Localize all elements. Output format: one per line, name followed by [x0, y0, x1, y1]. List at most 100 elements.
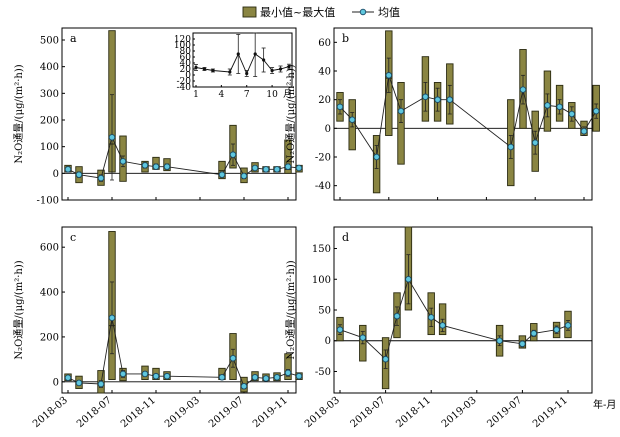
mean-point [336, 326, 344, 333]
x-unit-label: 年-月 [593, 398, 616, 411]
mean-point [385, 72, 393, 79]
x-tick-label: 2019-07 [207, 395, 246, 430]
mean-series-line [339, 75, 597, 159]
mean-point [507, 143, 515, 151]
mean-point [251, 374, 259, 381]
mean-point [446, 96, 454, 103]
plot-frame [333, 226, 593, 394]
x-tick-label: 2018-03 [303, 395, 342, 430]
mean-point [141, 162, 149, 169]
inset-y-tick-label: -40 [177, 83, 192, 93]
legend-range-label: 最小值~最大值 [260, 5, 335, 19]
mean-point [251, 164, 259, 172]
mean-point [348, 116, 356, 123]
inset-x-tick-label: 10 [266, 90, 278, 100]
y-tick-label: 500 [40, 36, 59, 47]
range-box [218, 160, 226, 180]
inset-y-tick-label: 100 [174, 41, 191, 51]
mean-point [580, 127, 588, 135]
inset-point [253, 52, 257, 56]
inset-y-tick-label: 0 [185, 71, 191, 81]
inset-y-tick-label: -20 [177, 77, 192, 87]
y-tick-label: 0 [325, 124, 331, 135]
panel-b: -40 -20 0 20 40 60 b N₂O通量/(μg/(m²·h)) [285, 27, 600, 201]
y-tick-label: 0 [325, 336, 331, 347]
mean-point [284, 163, 292, 170]
inset-y-tick-label: 60 [180, 53, 192, 63]
y-tick-label: 60 [318, 38, 331, 49]
y-tick-label: 20 [318, 95, 331, 106]
mean-point [295, 372, 303, 380]
inset-series-line [195, 52, 290, 75]
mean-point [427, 314, 435, 321]
mean-point [568, 110, 576, 118]
inset-x-unit: 月 [283, 89, 292, 100]
mean-point [240, 383, 248, 390]
inset-point [202, 67, 207, 71]
y-tick-label: 100 [40, 142, 59, 153]
y-tick-label: 300 [40, 89, 59, 100]
mean-point [439, 322, 446, 329]
y-tick-label: 200 [40, 332, 59, 343]
mean-point [544, 102, 551, 109]
mean-point [556, 103, 563, 111]
y-axis-label: N₂O通量/(μg/(m²·h)) [13, 64, 25, 163]
panel-letter: b [342, 32, 349, 45]
mean-point [397, 107, 405, 115]
y-tick-label: 0 [53, 377, 59, 388]
plot-frame [61, 27, 297, 201]
mean-point [336, 103, 344, 111]
mean-point [163, 372, 171, 380]
y-tick-label: 40 [318, 67, 331, 78]
mean-point [284, 369, 292, 377]
inset-point [287, 65, 291, 69]
y-tick-label: 400 [40, 288, 59, 299]
range-box [284, 139, 292, 174]
inset-point [194, 65, 198, 70]
panel-letter: a [70, 32, 77, 45]
inset-point [236, 52, 240, 56]
y-tick-label: 400 [40, 62, 59, 73]
mean-point [373, 153, 380, 161]
mean-series-line [67, 317, 300, 388]
mean-point [75, 379, 83, 387]
mean-point [163, 163, 171, 170]
mean-point [262, 166, 270, 173]
mean-series-line [67, 135, 300, 179]
mean-point [218, 374, 226, 381]
inset-point [228, 70, 232, 74]
mean-point [519, 340, 526, 348]
mean-point [531, 139, 539, 146]
legend: 最小值~最大值 均值 [242, 5, 400, 19]
mean-point [553, 326, 560, 333]
mean-point [592, 107, 600, 115]
inset-y-tick-label: 20 [180, 65, 192, 75]
x-tick-label: 2019-07 [485, 395, 524, 430]
mean-point [496, 337, 503, 344]
inset-y-tick-label: 80 [180, 47, 192, 57]
range-box [397, 82, 405, 165]
x-tick-label: 2018-03 [31, 395, 70, 430]
mean-point [75, 171, 83, 178]
y-tick-label: 600 [40, 243, 59, 254]
plot-frame [333, 27, 593, 201]
inset-point [270, 68, 274, 73]
legend-mean-marker [359, 8, 367, 16]
inset-point [211, 68, 215, 73]
x-tick-label: 2019-11 [251, 395, 290, 430]
mean-point [273, 374, 281, 381]
mean-point [295, 164, 303, 172]
y-tick-label: -50 [315, 367, 331, 378]
x-tick-label: 2019-03 [163, 395, 202, 430]
inset-point [245, 71, 249, 76]
mean-point [359, 334, 367, 341]
legend-range-swatch [242, 6, 257, 18]
mean-point [229, 151, 237, 158]
x-tick-label: 2018-07 [349, 395, 388, 430]
y-axis-label: N₂O通量/(μg/(m²·h)) [13, 260, 25, 359]
legend-mean-label: 均值 [378, 6, 400, 19]
mean-point [119, 158, 127, 165]
inset-x-tick-label: 7 [244, 90, 250, 100]
